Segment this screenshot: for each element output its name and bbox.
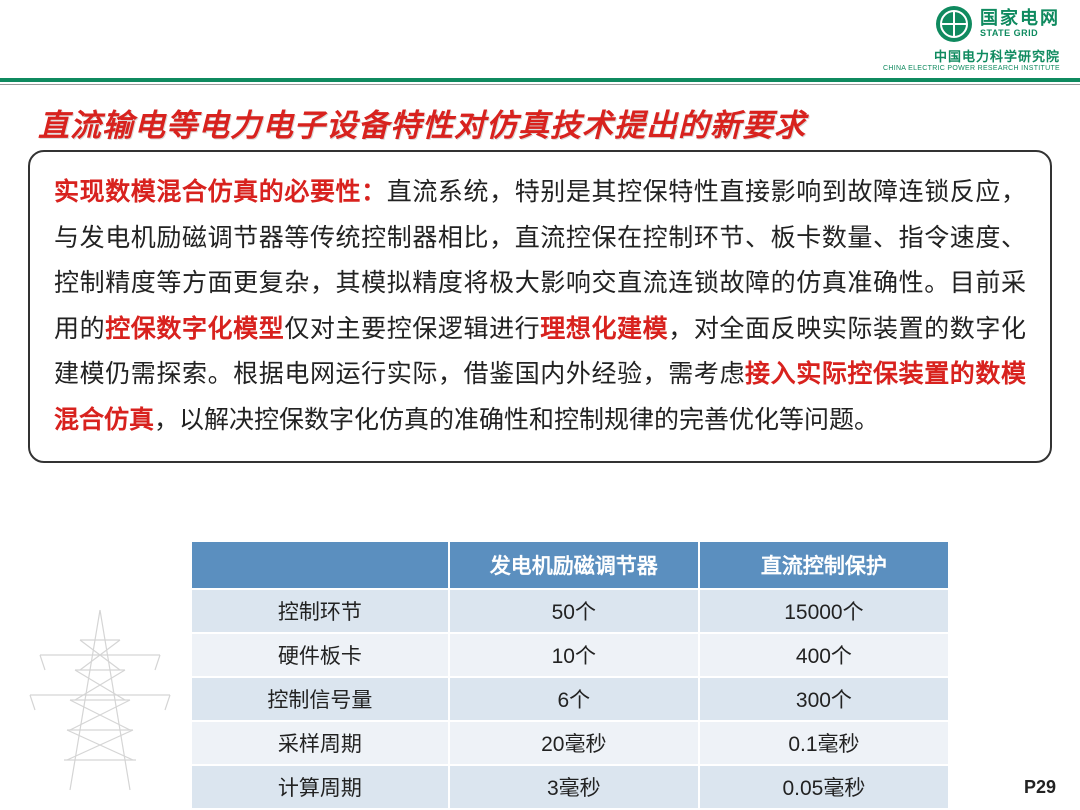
- header-divider-thick: [0, 78, 1080, 82]
- para-text-d: ，以解决控保数字化仿真的准确性和控制规律的完善优化等问题。: [154, 406, 879, 434]
- table-cell: 3毫秒: [449, 765, 699, 809]
- table-header-row: 发电机励磁调节器 直流控制保护: [191, 541, 949, 589]
- table-header-col1: 发电机励磁调节器: [449, 541, 699, 589]
- table-row: 控制环节 50个 15000个: [191, 589, 949, 633]
- table-cell: 300个: [699, 677, 949, 721]
- table-header-col2: 直流控制保护: [699, 541, 949, 589]
- table-row: 控制信号量 6个 300个: [191, 677, 949, 721]
- table-cell: 10个: [449, 633, 699, 677]
- table-cell-label: 控制信号量: [191, 677, 449, 721]
- para-highlight-3: 理想化建模: [540, 315, 668, 343]
- table-cell: 0.05毫秒: [699, 765, 949, 809]
- table-cell: 15000个: [699, 589, 949, 633]
- table-cell: 6个: [449, 677, 699, 721]
- page-number: P29: [1024, 777, 1056, 798]
- table-cell-label: 计算周期: [191, 765, 449, 809]
- brand-name-en: STATE GRID: [980, 29, 1060, 39]
- table-row: 计算周期 3毫秒 0.05毫秒: [191, 765, 949, 809]
- brand-text: 国家电网 STATE GRID: [980, 9, 1060, 39]
- sub-org-cn: 中国电力科学研究院: [934, 46, 1060, 65]
- page-title: 直流输电等电力电子设备特性对仿真技术提出的新要求: [38, 100, 806, 145]
- table-cell: 0.1毫秒: [699, 721, 949, 765]
- brand-row: 国家电网 STATE GRID: [936, 6, 1060, 42]
- table-cell: 400个: [699, 633, 949, 677]
- state-grid-logo-icon: [936, 6, 972, 42]
- para-highlight-1: 实现数模混合仿真的必要性：: [54, 178, 387, 206]
- header-divider-thin: [0, 84, 1080, 85]
- brand-name-cn: 国家电网: [980, 9, 1060, 29]
- table-cell-label: 硬件板卡: [191, 633, 449, 677]
- table-cell: 50个: [449, 589, 699, 633]
- transmission-tower-icon: [0, 600, 200, 800]
- content-paragraph: 实现数模混合仿真的必要性：直流系统，特别是其控保特性直接影响到故障连锁反应，与发…: [28, 150, 1052, 463]
- sub-org-en: CHINA ELECTRIC POWER RESEARCH INSTITUTE: [883, 65, 1060, 72]
- table-cell: 20毫秒: [449, 721, 699, 765]
- comparison-table: 发电机励磁调节器 直流控制保护 控制环节 50个 15000个 硬件板卡 10个…: [190, 540, 950, 810]
- header: 国家电网 STATE GRID 中国电力科学研究院 CHINA ELECTRIC…: [0, 0, 1080, 74]
- table-row: 采样周期 20毫秒 0.1毫秒: [191, 721, 949, 765]
- table-row: 硬件板卡 10个 400个: [191, 633, 949, 677]
- table-header-blank: [191, 541, 449, 589]
- para-text-b: 仅对主要控保逻辑进行: [284, 315, 540, 343]
- header-brand-block: 国家电网 STATE GRID 中国电力科学研究院 CHINA ELECTRIC…: [883, 6, 1060, 72]
- para-highlight-2: 控保数字化模型: [105, 315, 284, 343]
- table-cell-label: 控制环节: [191, 589, 449, 633]
- table-cell-label: 采样周期: [191, 721, 449, 765]
